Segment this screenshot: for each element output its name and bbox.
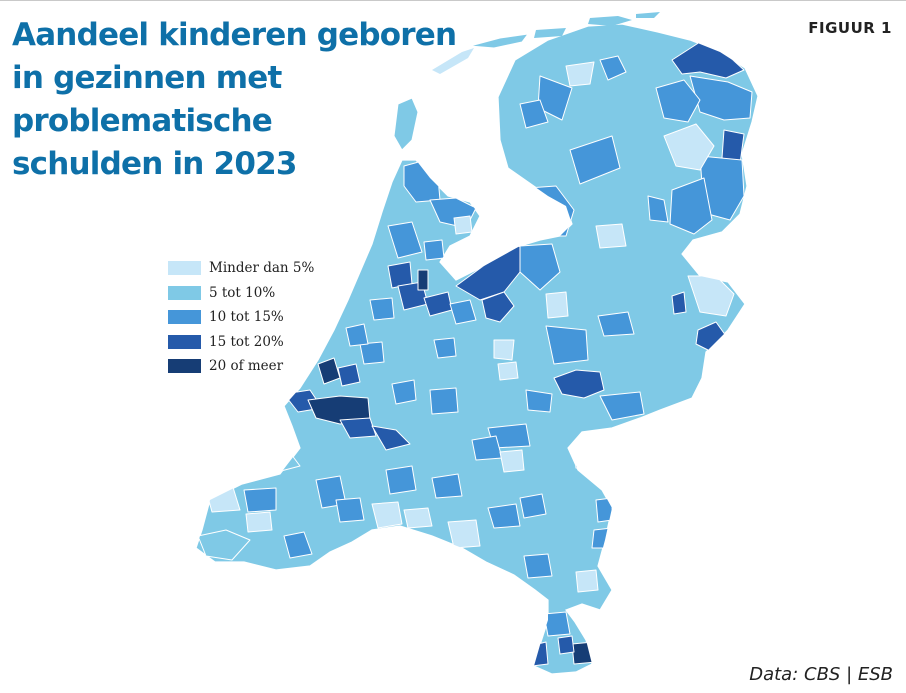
legend-label: 20 of meer: [209, 358, 284, 375]
region-emmen: [669, 177, 713, 235]
island-vlieland-light: [432, 48, 474, 74]
region-baarle-light: [403, 507, 433, 529]
region-hulst: [283, 531, 313, 559]
region-heerenveen: [647, 195, 669, 223]
legend-swatch: [168, 310, 201, 325]
region-roosendaal: [335, 497, 365, 523]
region-nijmegen: [525, 389, 553, 413]
legend-swatch: [168, 334, 201, 349]
region-weert: [523, 553, 553, 579]
island-schiermonnikoog: [588, 16, 632, 26]
island-rottumeroog: [636, 12, 660, 18]
region-groningen-city: [599, 55, 627, 81]
region-dronten-light: [545, 291, 569, 319]
region-goes: [243, 487, 277, 513]
island-ameland: [534, 28, 566, 38]
region-veendam: [655, 79, 701, 123]
region-assen-light: [663, 123, 715, 171]
legend-item: 5 tot 10%: [168, 281, 314, 306]
region-rotterdam-south: [339, 417, 377, 439]
region-boxmeer: [573, 447, 593, 469]
region-ameland-light: [565, 61, 595, 87]
top-rule: [0, 0, 906, 1]
region-zeeuws-vlaanderen: [197, 529, 251, 561]
map-land-base: [195, 23, 759, 675]
data-source: Data: CBS | ESB: [749, 664, 893, 685]
island-texel: [393, 97, 419, 151]
legend-label: Minder dan 5%: [209, 260, 315, 277]
region-zwolle-light: [595, 223, 627, 249]
region-gouda: [391, 379, 417, 405]
region-helmond: [519, 493, 547, 519]
region-kerkrade: [557, 635, 575, 655]
region-middelburg-light: [245, 511, 273, 533]
legend-label: 10 tot 15%: [209, 309, 284, 326]
region-oss-light: [499, 449, 525, 473]
region-oldambt: [689, 75, 753, 121]
region-arnhem: [553, 369, 605, 399]
region-zeewolde: [519, 243, 561, 291]
page-title: Aandeel kinderen geboren in gezinnen met…: [12, 14, 457, 186]
legend-item: 15 tot 20%: [168, 330, 314, 355]
island-terschelling: [469, 33, 530, 49]
legend-label: 5 tot 10%: [209, 284, 276, 301]
region-friesland-b: [569, 135, 621, 185]
title-line: problematische: [12, 103, 273, 139]
title-line: Aandeel kinderen geboren: [12, 17, 457, 53]
region-utrecht-city: [433, 337, 457, 359]
region-maastricht: [529, 641, 549, 667]
region-alkmaar: [387, 221, 423, 259]
region-overijssel-mid: [597, 311, 635, 337]
region-amersfoort-light: [497, 361, 519, 381]
region-delft: [337, 363, 361, 387]
region-sittard: [543, 611, 571, 637]
legend-label: 15 tot 20%: [209, 333, 284, 350]
region-doetinchem: [599, 391, 645, 421]
figure-label: FIGUUR 1: [808, 19, 892, 37]
region-breda-south-light: [371, 501, 403, 529]
region-noordkop-light: [453, 215, 473, 235]
title-line: schulden in 2023: [12, 146, 297, 182]
region-den-bosch: [471, 435, 503, 461]
region-breda: [385, 465, 417, 495]
region-utrecht-south: [429, 387, 459, 415]
region-apeldoorn: [545, 325, 589, 365]
legend-swatch: [168, 261, 201, 276]
region-haarlem: [369, 297, 395, 321]
region-zoetermeer: [359, 341, 385, 365]
region-almelo: [671, 291, 687, 315]
legend-swatch: [168, 359, 201, 374]
region-eindhoven: [487, 503, 521, 529]
map-legend: Minder dan 5% 5 tot 10% 10 tot 15% 15 to…: [168, 256, 314, 379]
region-heerlen: [571, 641, 597, 665]
region-leiden: [345, 323, 369, 347]
region-ede-light: [493, 339, 515, 361]
region-purmerend: [423, 239, 445, 261]
region-venray: [591, 527, 613, 549]
title-line: in gezinnen met: [12, 60, 282, 96]
region-roermond-light: [575, 569, 599, 593]
region-almere: [481, 291, 515, 323]
region-gooi: [449, 299, 477, 325]
region-leeuwarden: [519, 99, 549, 129]
legend-swatch: [168, 285, 201, 300]
legend-item: 20 of meer: [168, 354, 314, 379]
region-venlo: [595, 497, 613, 523]
region-tilburg: [431, 473, 463, 499]
region-friesland-a: [537, 75, 573, 121]
legend-item: 10 tot 15%: [168, 305, 314, 330]
region-dordrecht: [371, 425, 411, 451]
region-amsterdam-city: [417, 269, 429, 291]
region-kempen-light: [447, 519, 481, 549]
legend-item: Minder dan 5%: [168, 256, 314, 281]
